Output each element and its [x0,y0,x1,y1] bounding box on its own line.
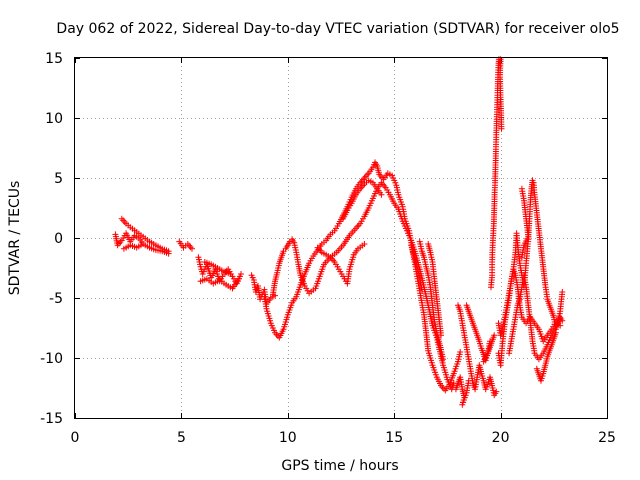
y-tick-label: -15 [40,411,63,427]
y-tick-label: -5 [49,291,63,307]
plot-frame [74,57,608,419]
y-tick-label: -10 [40,351,63,367]
y-tick-label: 15 [45,51,63,67]
data-point [118,215,125,222]
data-point [518,254,525,261]
data-point [165,248,172,255]
data-point [440,356,447,363]
data-point [189,245,195,252]
y-tick-labels: 15 10 5 0 -5 -10 -15 [40,51,63,427]
y-tick-label: 10 [45,111,63,127]
x-tick-label: 25 [598,430,616,446]
data-point [491,332,498,339]
y-tick-label: 0 [54,231,63,247]
data-point [465,377,472,384]
data-point [493,388,500,395]
x-tick-label: 10 [279,430,297,446]
data-point [235,275,242,282]
data-point [238,271,244,277]
x-axis-label: GPS time / hours [281,458,398,474]
data-point [438,332,444,339]
data-point [559,289,566,295]
x-tick-label: 0 [71,430,80,446]
data-point [552,329,559,336]
data-point [227,271,234,277]
data-point [457,349,464,355]
data-points [112,56,566,408]
x-tick-label: 20 [492,430,510,446]
x-tick-label: 15 [385,430,403,446]
data-point [378,191,385,198]
data-point [498,125,505,132]
chart-title: Day 062 of 2022, Sidereal Day-to-day VTE… [56,21,619,37]
data-point [361,241,368,247]
data-point [559,317,566,324]
y-tick-label: 5 [54,171,63,187]
y-axis-label: SDTVAR / TECUs [7,181,23,296]
data-point [557,322,564,329]
data-point [140,241,147,247]
x-tick-labels: 0 5 10 15 20 25 [71,430,616,446]
data-point [418,286,425,293]
x-tick-label: 5 [177,430,186,446]
